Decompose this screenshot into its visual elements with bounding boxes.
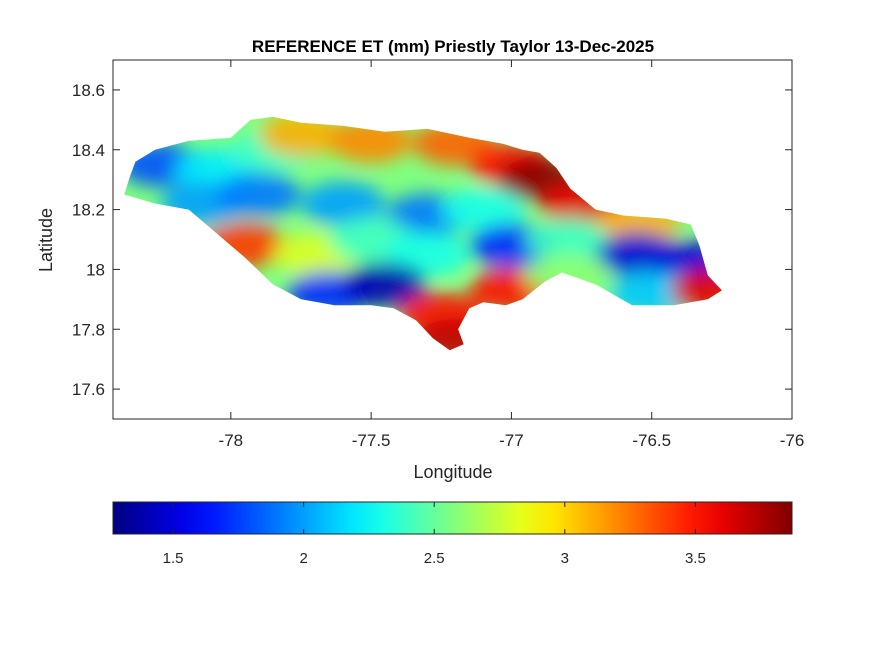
et-value-blob bbox=[671, 268, 722, 313]
plot-area-border bbox=[112, 59, 793, 420]
colorbar-tick-label: 2 bbox=[299, 550, 307, 567]
y-tick-label: 18.6 bbox=[72, 81, 105, 100]
et-value-blob bbox=[329, 118, 414, 163]
y-axis-ticks: 17.6 17.8 18 18.2 18.4 18.6 bbox=[72, 81, 792, 399]
chart-title: REFERENCE ET (mm) Priestly Taylor 13-Dec… bbox=[252, 37, 654, 56]
colorbar-tick-label: 2.5 bbox=[424, 550, 445, 567]
y-axis-label: Latitude bbox=[36, 208, 56, 272]
colorbar bbox=[112, 501, 793, 535]
x-axis-label: Longitude bbox=[413, 462, 492, 482]
et-value-blob bbox=[609, 271, 694, 316]
colorbar-ticks: 1.5 2 2.5 3 3.5 bbox=[163, 502, 706, 567]
colorbar-tick-label: 1.5 bbox=[163, 550, 184, 567]
x-tick-label: -78 bbox=[219, 431, 244, 450]
colorbar-tick-label: 3 bbox=[561, 550, 569, 567]
map-layer bbox=[124, 116, 722, 351]
et-value-blob bbox=[441, 187, 526, 232]
x-tick-label: -77 bbox=[499, 431, 524, 450]
et-value-blob bbox=[525, 217, 610, 262]
et-value-blob bbox=[258, 116, 343, 157]
colorbar-tick-label: 3.5 bbox=[685, 550, 706, 567]
y-tick-label: 17.8 bbox=[72, 320, 105, 339]
et-value-blob bbox=[216, 172, 301, 217]
y-tick-label: 18 bbox=[86, 260, 105, 279]
x-tick-label: -77.5 bbox=[352, 431, 391, 450]
et-value-blob bbox=[202, 223, 287, 268]
et-value-blob bbox=[343, 262, 428, 307]
et-value-blob bbox=[525, 253, 610, 298]
y-tick-label: 18.4 bbox=[72, 141, 105, 160]
et-value-blob bbox=[413, 319, 498, 351]
x-tick-label: -76.5 bbox=[632, 431, 671, 450]
et-value-blob bbox=[301, 181, 386, 226]
et-value-field bbox=[124, 116, 722, 351]
y-tick-label: 17.6 bbox=[72, 380, 105, 399]
x-tick-label: -76 bbox=[780, 431, 805, 450]
x-axis-ticks: -78 -77.5 -77 -76.5 -76 bbox=[219, 60, 805, 450]
y-tick-label: 18.2 bbox=[72, 201, 105, 220]
